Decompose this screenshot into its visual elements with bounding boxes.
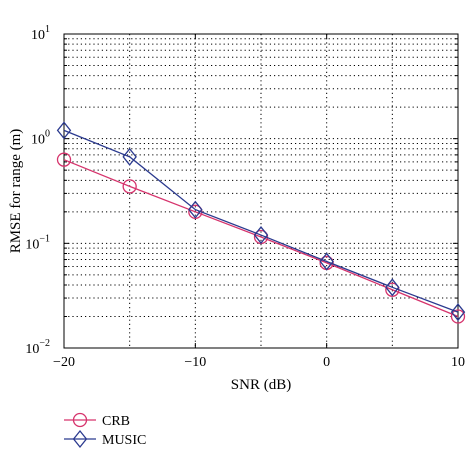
x-tick-label: 0 <box>323 355 330 370</box>
legend-label-music: MUSIC <box>102 433 146 448</box>
data-point-music <box>450 303 466 322</box>
y-tick-label: 100 <box>31 129 50 148</box>
data-point-music <box>385 278 400 297</box>
plot-frame <box>63 33 459 349</box>
legend-marker-music <box>72 429 88 449</box>
data-point-music <box>319 252 334 271</box>
data-point-crb <box>122 179 137 194</box>
grid <box>64 34 458 348</box>
ticks: −20 −10 0 10 101 100 10−1 10−2 <box>25 24 465 370</box>
y-tick-label: 101 <box>31 24 50 43</box>
data-point-crb <box>450 309 466 324</box>
series-line-crb <box>63 159 459 318</box>
y-tick-label: 10−2 <box>25 338 50 357</box>
data-point-music <box>122 147 137 166</box>
legend-label-crb: CRB <box>102 414 130 429</box>
data-point-crb <box>56 152 72 167</box>
data-point-music <box>253 226 269 245</box>
series-line-music <box>63 129 459 313</box>
legend: CRB MUSIC <box>64 412 146 449</box>
legend-marker-crb <box>72 412 88 428</box>
series-lines <box>56 121 466 324</box>
y-tick-label: 10−1 <box>25 233 50 252</box>
x-axis-label: SNR (dB) <box>231 377 291 393</box>
data-point-music <box>188 200 203 219</box>
x-tick-label: −10 <box>184 355 206 370</box>
x-tick-label: 10 <box>451 355 465 370</box>
x-tick-label: −20 <box>53 355 75 370</box>
y-axis-label: RMSE for range (m) <box>8 129 24 254</box>
data-point-music <box>56 121 72 140</box>
